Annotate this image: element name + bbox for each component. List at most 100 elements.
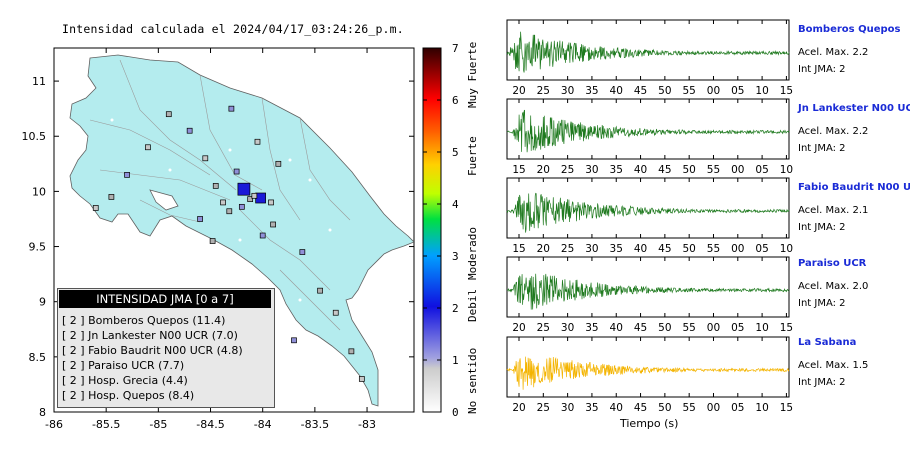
station-acel: Acel. Max. 2.1 <box>798 205 869 216</box>
trace-tick-label: 05 <box>755 243 768 255</box>
legend-box <box>57 288 275 408</box>
y-tick-label: 9.5 <box>29 241 47 254</box>
trace-tick-label: 30 <box>585 164 598 176</box>
station-marker <box>259 232 266 239</box>
legend-row: [ 2 ] Bomberos Quepos (11.4) <box>62 314 226 327</box>
trace-tick-label: 25 <box>537 322 550 334</box>
station-marker <box>251 192 258 199</box>
trace-tick-label: 30 <box>585 243 598 255</box>
legend-row: [ 2 ] Fabio Baudrit N00 UCR (4.8) <box>62 344 243 357</box>
trace-tick-label: 55 <box>682 322 695 334</box>
trace-tick-label: 00 <box>731 243 744 255</box>
station-marker <box>237 182 251 196</box>
trace-tick-label: 35 <box>585 322 598 334</box>
trace-tick-label: 40 <box>610 322 623 334</box>
trace-tick-label: 20 <box>512 322 525 334</box>
waveform-trace <box>506 356 790 390</box>
trace-tick-label: 30 <box>561 85 574 97</box>
trace-tick-label: 55 <box>707 243 720 255</box>
station-jma: Int JMA: 2 <box>798 143 846 154</box>
waveform-trace <box>506 31 790 73</box>
trace-tick-label: 50 <box>682 164 695 176</box>
station-marker <box>275 160 282 167</box>
station-acel: Acel. Max. 1.5 <box>798 360 869 371</box>
station-name: Paraiso UCR <box>798 258 867 269</box>
x-tick-label: -83.5 <box>301 418 329 431</box>
trace-tick-label: 50 <box>658 85 671 97</box>
trace-tick-label: 40 <box>610 85 623 97</box>
station-marker <box>186 127 193 134</box>
colorbar-tick-label: 1 <box>452 354 459 367</box>
trace-tick-label: 50 <box>658 322 671 334</box>
colorbar-tick-label: 4 <box>452 198 459 211</box>
trace-tick-label: 15 <box>512 164 525 176</box>
x-tick-label: -86 <box>45 418 63 431</box>
trace-tick-label: 15 <box>512 243 525 255</box>
traces-xaxis-title: Tiempo (s) <box>620 417 679 430</box>
colorbar-ticks: 0 1 2 3 4 5 6 7 <box>423 42 459 419</box>
station-marker <box>238 203 245 210</box>
x-tick-label: -83 <box>358 418 376 431</box>
trace-tick-label: 50 <box>658 402 671 414</box>
station-marker <box>197 216 203 222</box>
waveform-trace <box>506 109 790 153</box>
station-marker <box>247 196 254 202</box>
trace-tick-label: 25 <box>537 402 550 414</box>
trace-tick-label: 25 <box>561 164 574 176</box>
trace-tick-label: 10 <box>755 322 768 334</box>
y-tick-label: 8 <box>39 406 46 419</box>
y-tick-label: 11 <box>32 75 46 88</box>
station-acel: Acel. Max. 2.0 <box>798 281 869 292</box>
trace-tick-label: 05 <box>731 85 744 97</box>
trace-tick-label: 10 <box>780 243 793 255</box>
station-marker <box>291 337 297 344</box>
trace-tick-label: 35 <box>610 243 623 255</box>
trace-tick-label: 20 <box>512 85 525 97</box>
trace-tick-label: 10 <box>780 164 793 176</box>
trace-tick-label: 00 <box>707 402 720 414</box>
station-acel: Acel. Max. 2.2 <box>798 126 869 137</box>
station-marker <box>228 105 235 112</box>
trace-tick-label: 05 <box>731 402 744 414</box>
waveform-panel: 20 25 30 35 40 45 50 55 00 05 10 15 <box>506 256 793 334</box>
waveform-panel: 20 25 30 35 40 45 50 55 00 05 10 15 <box>506 19 793 97</box>
trace-tick-label: 45 <box>634 85 647 97</box>
trace-tick-label: 55 <box>682 402 695 414</box>
colorbar-label-fuerte: Fuerte <box>466 136 479 176</box>
colorbar-tick-label: 2 <box>452 302 459 315</box>
legend-row: [ 2 ] Hosp. Grecia (4.4) <box>62 374 188 387</box>
trace-tick-label: 05 <box>731 322 744 334</box>
station-marker <box>254 138 261 145</box>
colorbar-tick-label: 3 <box>452 250 459 263</box>
trace-tick-label: 40 <box>634 164 647 176</box>
trace-tick-label: 35 <box>585 402 598 414</box>
trace-tick-label: 15 <box>780 322 793 334</box>
panel-frame <box>506 98 790 160</box>
trace-tick-label: 25 <box>537 85 550 97</box>
trace-tick-label: 40 <box>610 402 623 414</box>
trace-tick-label: 35 <box>585 85 598 97</box>
trace-tick-label: 45 <box>634 402 647 414</box>
towns <box>110 118 374 344</box>
station-marker <box>212 183 219 189</box>
station-name: Bomberos Quepos <box>798 24 901 35</box>
station-marker <box>332 309 339 316</box>
x-tick-label: -85 <box>149 418 167 431</box>
legend-title: INTENSIDAD JMA [0 a 7] <box>59 290 271 308</box>
trace-tick-label: 20 <box>537 164 550 176</box>
colorbar-tick-label: 5 <box>452 146 459 159</box>
station-marker <box>268 199 274 206</box>
station-name: Fabio Baudrit N00 UCR <box>798 182 910 193</box>
station-marker <box>317 287 323 294</box>
x-tick-label: -84 <box>254 418 272 431</box>
station-marker <box>124 171 130 178</box>
legend-row: [ 2 ] Hosp. Quepos (8.4) <box>62 389 195 402</box>
trace-tick-label: 00 <box>707 85 720 97</box>
station-marker <box>108 194 115 200</box>
colorbar-tick-label: 0 <box>452 406 459 419</box>
trace-tick-label: 30 <box>561 402 574 414</box>
station-jma: Int JMA: 2 <box>798 298 846 309</box>
station-marker <box>226 208 233 215</box>
station-marker <box>202 155 209 162</box>
